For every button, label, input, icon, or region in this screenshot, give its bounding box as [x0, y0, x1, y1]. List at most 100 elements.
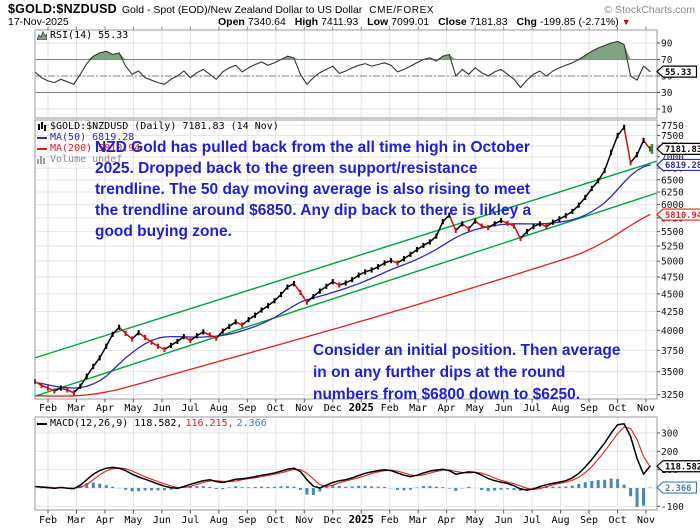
- candle-segment: [571, 204, 580, 212]
- candle-segment: [539, 223, 547, 228]
- candle-segment: [319, 285, 327, 292]
- price-axis-label: 4250: [661, 307, 684, 318]
- month-label: Sep: [580, 515, 598, 526]
- candle-segment: [325, 281, 334, 287]
- candle-segment: [105, 333, 114, 347]
- candle-segment: [364, 269, 372, 273]
- candle-segment: [183, 335, 191, 342]
- month-label: Oct: [608, 403, 626, 414]
- price-chart-icon: [38, 122, 46, 131]
- macd-panel: [34, 423, 652, 507]
- price-axis-label: 3250: [661, 390, 684, 401]
- month-label: 2025: [349, 402, 374, 414]
- candle-segment: [603, 152, 612, 171]
- price-axis-label: 7500: [661, 131, 684, 142]
- price-legend-label: $GOLD:$NZDUSD (Daily) 7181.83 (14 Nov): [50, 121, 279, 132]
- price-axis-label: 6250: [661, 187, 684, 198]
- candle-segment: [455, 223, 463, 232]
- price-axis-label: 3500: [661, 367, 684, 378]
- month-label: Jun: [495, 515, 513, 526]
- chart-header: $GOLD:$NZDUSD Gold - Spot (EOD)/New Zeala…: [8, 2, 434, 16]
- annotation-line: good buying zone.: [95, 223, 232, 240]
- candle-segment: [345, 279, 353, 284]
- macd-legend-value: MACD(12,26,9) 118.582,: [50, 418, 183, 429]
- month-label: Jul: [181, 403, 199, 414]
- month-label: Apr: [96, 515, 114, 526]
- candle-segment: [228, 321, 237, 328]
- candle-segment: [202, 331, 211, 336]
- candle-segment: [584, 188, 593, 198]
- trendline-lower: [34, 192, 658, 397]
- price-axis-label: 5250: [661, 242, 684, 253]
- ohlc-quote-row: Open 7340.64 High 7411.93 Low 7099.01 Close…: [218, 16, 631, 28]
- month-label: Jul: [523, 403, 541, 414]
- candle-segment: [384, 259, 392, 264]
- ma200-legend-label: MA(200) 5810.94: [50, 143, 141, 154]
- month-label: Apr: [438, 515, 456, 526]
- annotation-line: NZD Gold has pulled back from the all ti…: [95, 139, 530, 156]
- month-label: Jun: [495, 403, 513, 414]
- main-panel-border: [34, 119, 658, 400]
- candle-segment: [170, 340, 178, 347]
- month-label: Apr: [96, 403, 114, 414]
- candle-segment: [67, 389, 75, 394]
- candle-segment: [390, 259, 398, 264]
- candle-segment: [629, 154, 638, 164]
- macd-signal-line: [34, 426, 651, 490]
- annotation-line: 2025. Dropped back to the green support/…: [95, 160, 478, 177]
- symbol-title: $GOLD:$NZDUSD: [8, 2, 117, 16]
- annotation-note-2: Consider an initial position. Then avera…: [313, 340, 620, 406]
- open-value: 7340.64: [247, 16, 286, 28]
- candle-segment: [377, 262, 385, 268]
- annotation-line: trendline. The 50 day moving average is …: [95, 181, 530, 198]
- axis-callout-box: [656, 158, 700, 172]
- macd-signal-value: 116.215,: [185, 418, 234, 429]
- candle-segment: [280, 286, 289, 296]
- candle-segment: [92, 357, 101, 367]
- candle-segment: [47, 387, 55, 392]
- candle-segment: [267, 300, 275, 307]
- rsi-overbought-fill: [35, 41, 650, 60]
- candle-segment: [86, 366, 94, 377]
- axis-callout-value: 6819.28: [665, 161, 700, 171]
- candle-segment: [642, 140, 651, 150]
- month-label: Sep: [238, 403, 256, 414]
- chg-down-arrow-icon: ▼: [621, 17, 631, 27]
- month-label: Nov: [295, 515, 313, 526]
- candle-segment: [636, 140, 645, 155]
- axis-callout-value: 118.582: [665, 462, 700, 472]
- month-label: Jun: [153, 403, 171, 414]
- axis-callout-value: 7181.83: [665, 145, 700, 155]
- month-label: Aug: [210, 403, 228, 414]
- month-label: Oct: [267, 403, 285, 414]
- month-label: Nov: [637, 403, 655, 414]
- macd-hist-value: 2.366: [236, 418, 267, 429]
- month-label: Mar: [67, 515, 85, 526]
- candle-segment: [274, 293, 282, 302]
- candle-segment: [287, 282, 295, 288]
- candle-segment: [403, 253, 411, 260]
- candle-segment: [468, 220, 476, 230]
- month-label: Aug: [552, 515, 570, 526]
- annotation-line: the trendline around $6850. Any dip back…: [95, 202, 532, 219]
- price-axis-label: 6000: [661, 200, 684, 211]
- month-label: May: [466, 515, 484, 526]
- gridlines: [35, 30, 657, 510]
- rsi-axis-label: 30: [661, 88, 673, 99]
- month-label: Jul: [181, 515, 199, 526]
- candle-segment: [241, 319, 250, 326]
- candle-segment: [351, 274, 360, 281]
- axis-callout-value: 2.366: [665, 484, 691, 494]
- candle-segment: [513, 225, 522, 239]
- low-label: Low: [367, 16, 389, 28]
- price-axis-label: 7000: [661, 152, 684, 163]
- candle-segment: [358, 271, 366, 276]
- rsi-legend: RSI(14) 55.33: [37, 30, 128, 41]
- candle-segment: [474, 220, 483, 227]
- month-label: Mar: [67, 403, 85, 414]
- candle-segment: [209, 334, 217, 339]
- price-axis-label: 7750: [661, 121, 684, 132]
- rsi-panel: [34, 40, 657, 93]
- rsi-panel-border: [34, 29, 658, 119]
